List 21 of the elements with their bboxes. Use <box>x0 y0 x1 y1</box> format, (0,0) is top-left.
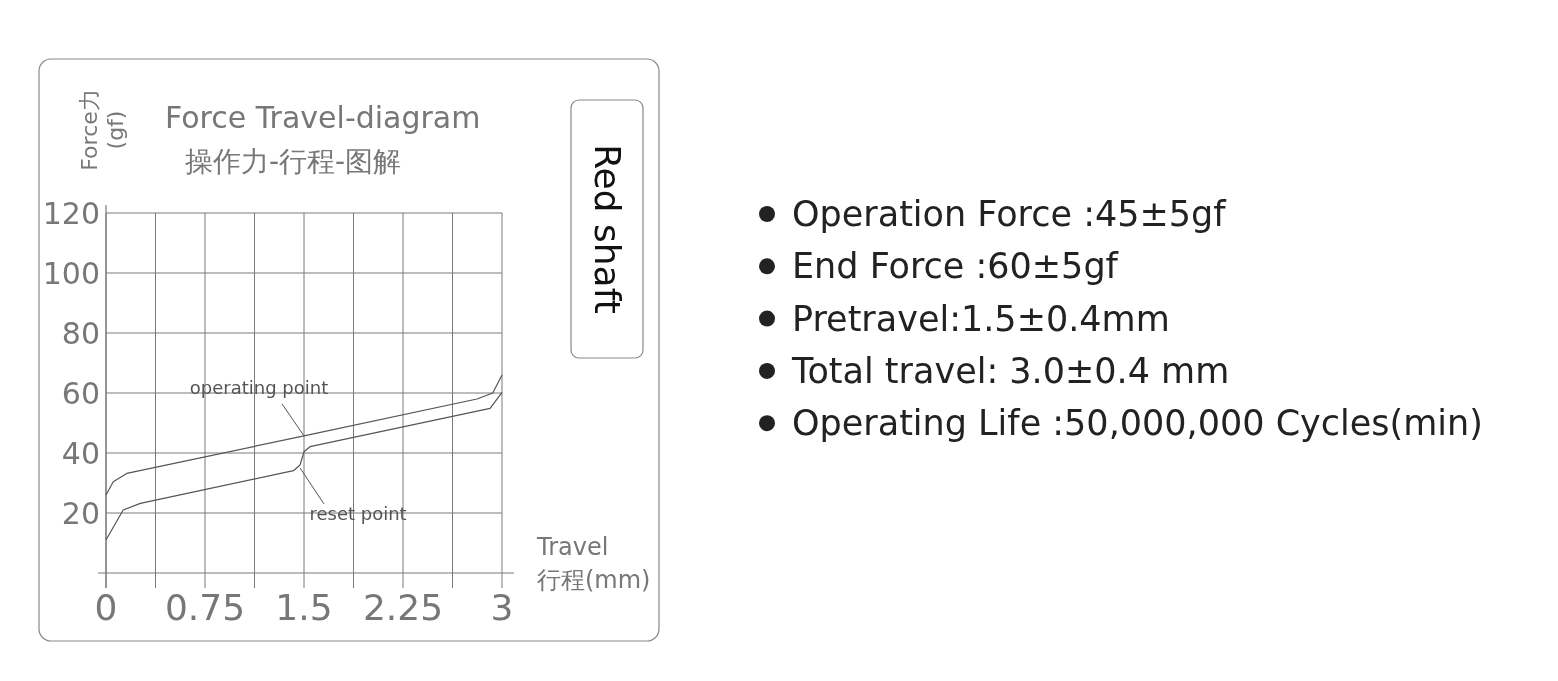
x-tick-label: 1.5 <box>275 587 333 628</box>
x-tick-label: 0 <box>94 587 118 628</box>
text: Red shaft <box>587 144 628 314</box>
text: Total travel: 3.0±0.4 mm <box>791 350 1230 391</box>
y-tick-label: 100 <box>42 256 100 291</box>
y-tick-label: 60 <box>61 376 100 411</box>
y-tick-label: 20 <box>61 496 100 531</box>
x-tick-label: 3 <box>490 587 514 628</box>
text: Pretravel:1.5±0.4mm <box>792 298 1170 339</box>
text: End Force :60±5gf <box>792 246 1119 287</box>
text: Operation Force :45±5gf <box>792 194 1227 234</box>
x-tick-label: 2.25 <box>362 587 444 628</box>
y-tick-label: 40 <box>61 436 100 471</box>
text: Operating Life :50,000,000 Cycles(min) <box>792 403 1483 444</box>
x-tick-label: 0.75 <box>164 587 246 628</box>
y-axis-title: Force力 (gf) <box>77 89 128 171</box>
y-tick-label: 80 <box>61 316 100 351</box>
x-axis-title: Travel 行程(mm) <box>536 533 651 594</box>
y-tick-label: 120 <box>42 196 100 231</box>
chart-subtitle: 操作力-行程-图解 <box>185 145 402 178</box>
chart-title: Force Travel-diagram <box>165 100 481 135</box>
